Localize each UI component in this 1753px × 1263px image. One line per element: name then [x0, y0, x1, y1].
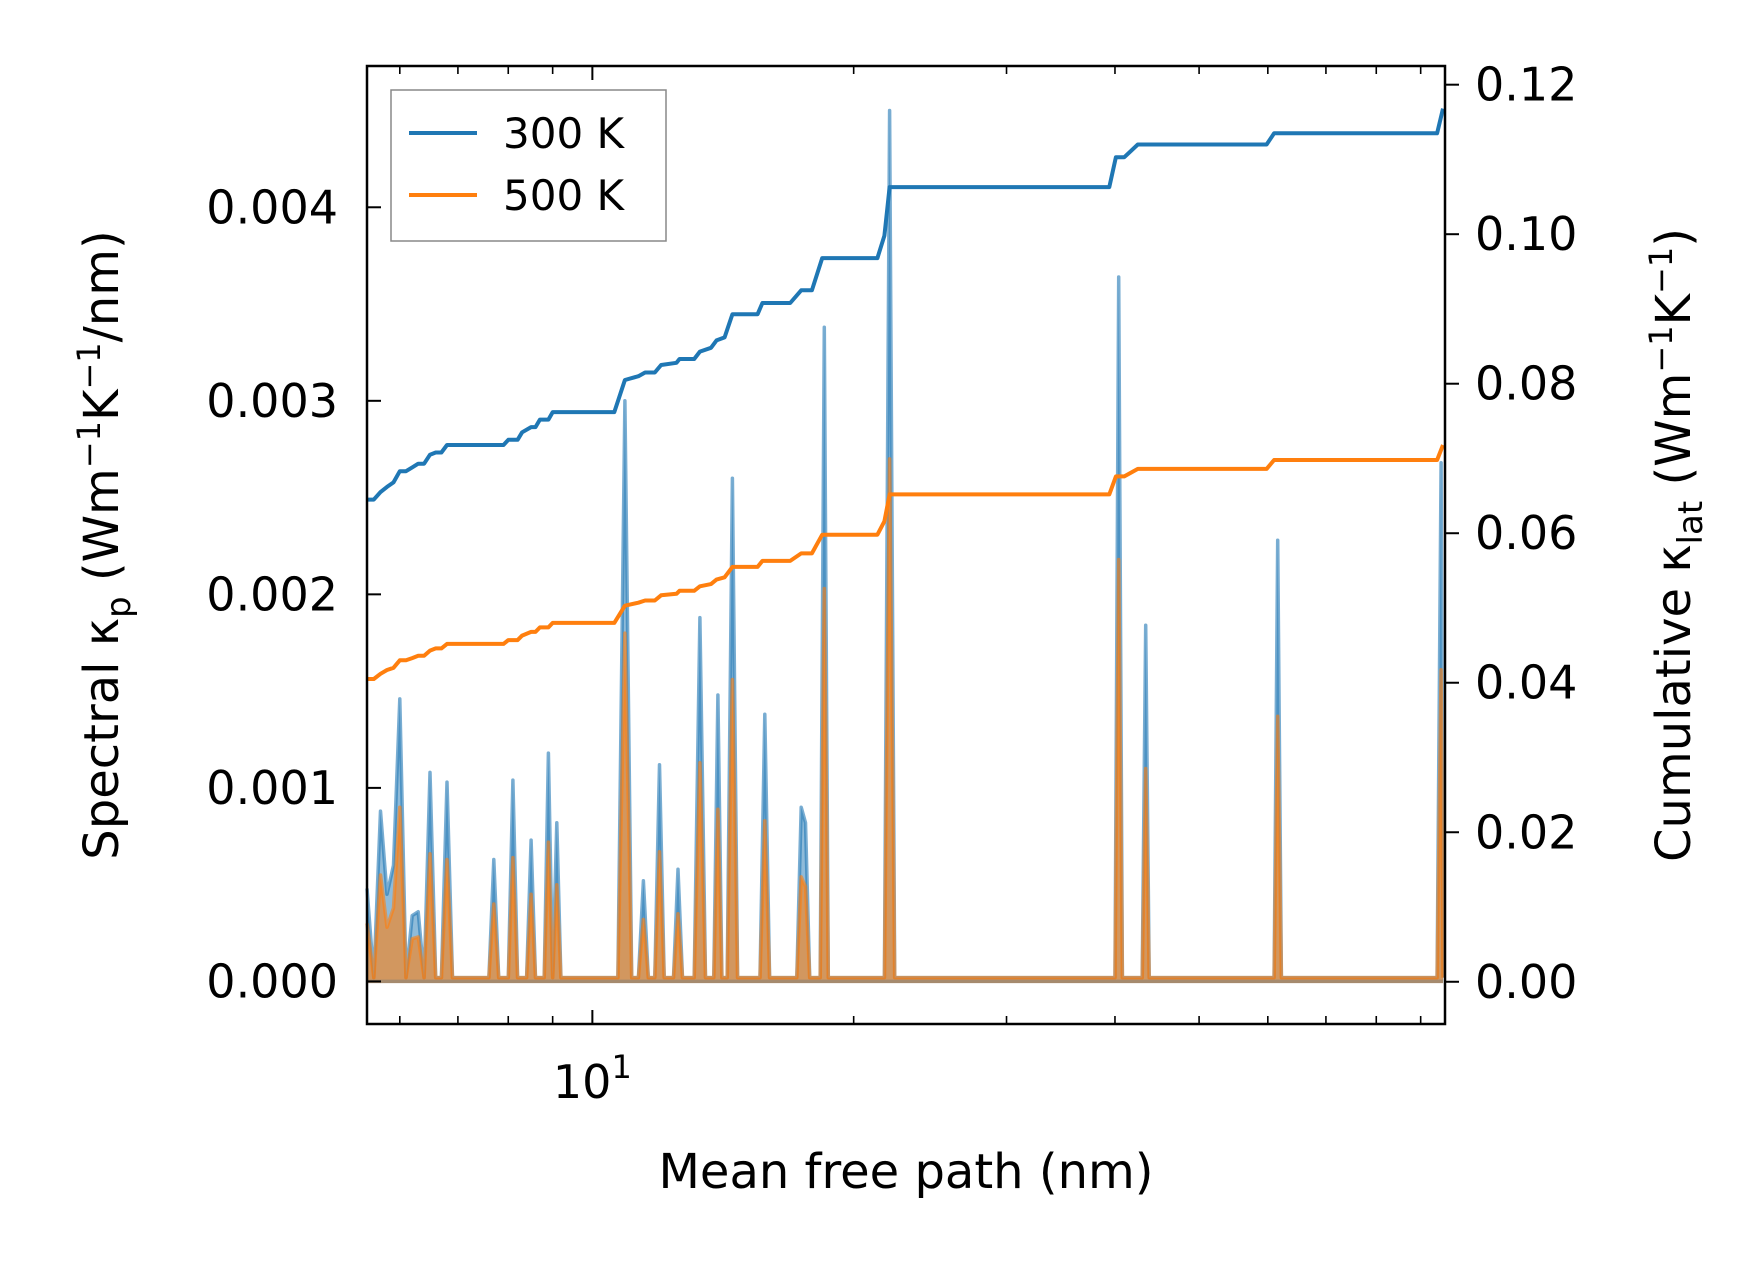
right-y-tick-labels: 0.00 0.02 0.04 0.06 0.08 0.10 0.12: [1475, 58, 1577, 1009]
left-y-tick-label: 0.000: [206, 954, 338, 1008]
right-y-tick-label: 0.00: [1475, 955, 1577, 1009]
legend: 300 K 500 K: [390, 89, 667, 242]
cumulative-500k-line: [367, 444, 1445, 681]
plot-area: [365, 108, 1445, 984]
right-y-tick-label: 0.02: [1475, 805, 1577, 859]
axes-frame: [365, 64, 1447, 1026]
legend-label-500k: 500 K: [503, 171, 626, 220]
left-y-axis-label: Spectral κp (Wm−1K−1/nm): [70, 230, 139, 859]
left-y-tick-label: 0.004: [206, 180, 338, 234]
tick-marks: [367, 66, 1459, 1024]
legend-frame: [390, 89, 667, 242]
legend-label-300k: 300 K: [503, 109, 626, 158]
left-y-tick-label: 0.001: [206, 761, 338, 815]
left-y-tick-labels: 0.000 0.001 0.002 0.003 0.004: [206, 180, 338, 1008]
right-y-tick-label: 0.08: [1475, 357, 1577, 411]
cumulative-300k-line: [367, 108, 1445, 502]
right-y-axis-label: Cumulative κlat (Wm−1K−1): [1642, 228, 1711, 862]
right-y-tick-label: 0.06: [1475, 506, 1577, 560]
left-y-tick-label: 0.003: [206, 374, 338, 428]
right-y-tick-label: 0.10: [1475, 207, 1577, 261]
right-y-tick-label: 0.12: [1475, 58, 1577, 112]
x-axis-label: Mean free path (nm): [659, 1144, 1154, 1200]
right-y-tick-label: 0.04: [1475, 656, 1577, 710]
spectral-500k-line: [365, 457, 1445, 980]
x-tick-label: 101: [553, 1048, 632, 1109]
left-y-tick-label: 0.002: [206, 567, 338, 621]
